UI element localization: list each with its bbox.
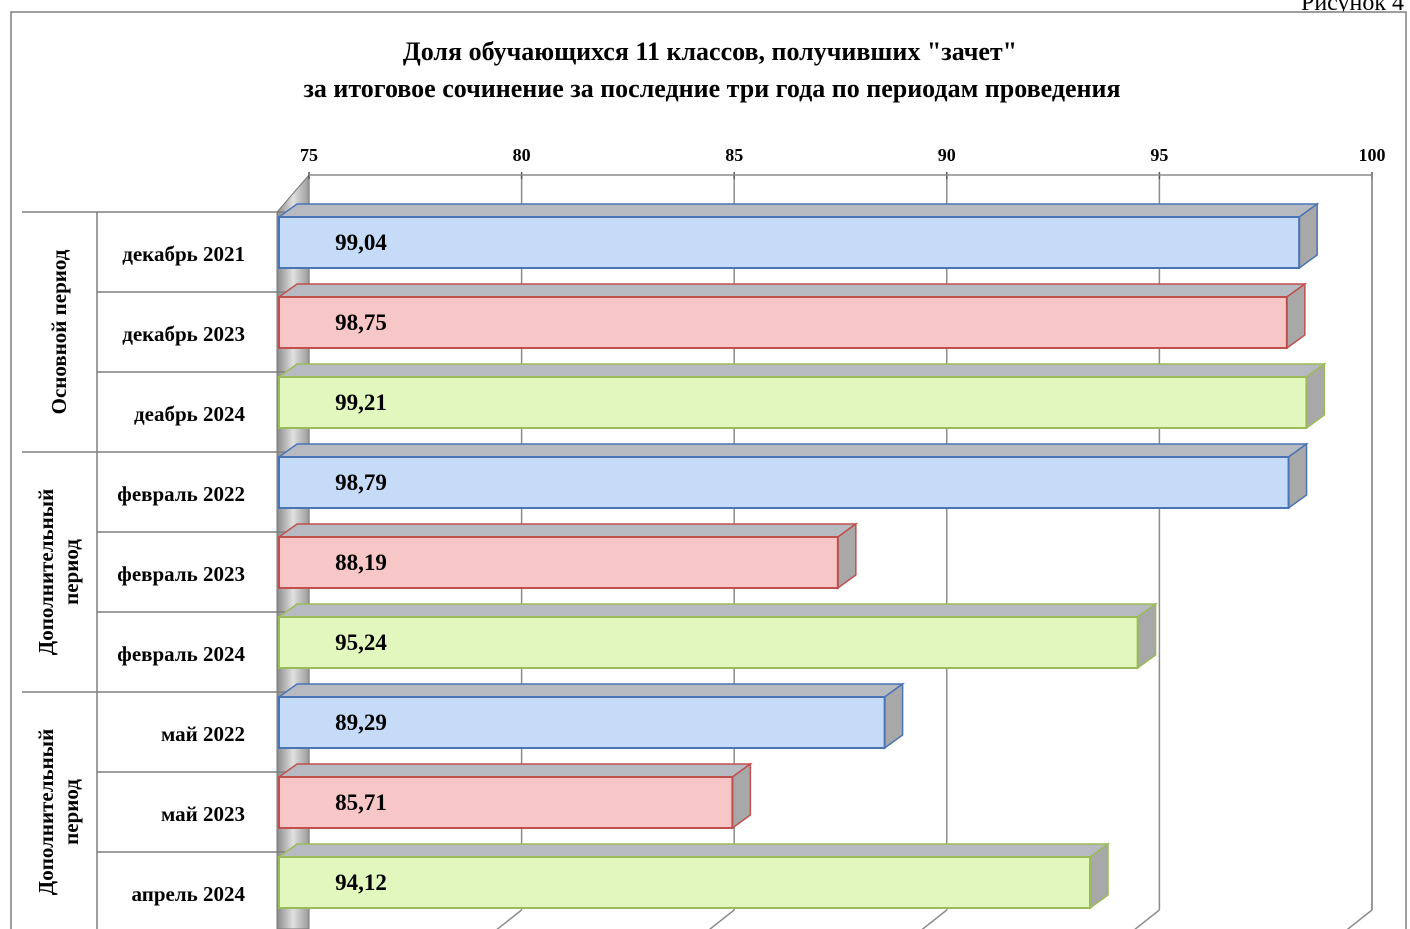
category-label: декабрь 2021 bbox=[122, 242, 245, 266]
group-label-line: Дополнительный bbox=[34, 489, 58, 655]
bar-front-face bbox=[278, 376, 1308, 429]
bar: 94,12 bbox=[276, 842, 1111, 910]
bar-top-face bbox=[276, 203, 1320, 218]
bar-front-face bbox=[278, 296, 1288, 349]
bar-top-face bbox=[276, 523, 859, 538]
category-label: февраль 2022 bbox=[117, 482, 245, 506]
chart-subtitle: за итоговое сочинение за последние три г… bbox=[303, 74, 1120, 103]
gridline-depth bbox=[921, 909, 948, 929]
gridline-depth bbox=[1134, 909, 1160, 929]
bar: 98,79 bbox=[276, 442, 1309, 510]
gridline-depth bbox=[496, 909, 523, 929]
bar: 89,29 bbox=[276, 682, 905, 750]
bar: 88,19 bbox=[276, 522, 859, 590]
category-label: май 2023 bbox=[161, 802, 245, 826]
x-tick-label: 95 bbox=[1150, 145, 1168, 165]
x-tick-label: 90 bbox=[938, 145, 956, 165]
bar: 99,04 bbox=[276, 202, 1320, 270]
bar-top-face bbox=[276, 843, 1111, 858]
gridline-depth bbox=[1346, 909, 1373, 929]
bar-top-face bbox=[276, 683, 905, 698]
group-label-line: Основной период bbox=[47, 249, 71, 414]
bar-front-face bbox=[278, 616, 1139, 669]
group-label-line: период bbox=[59, 779, 83, 845]
bar-top-face bbox=[276, 603, 1158, 618]
bar-front-face bbox=[278, 696, 886, 749]
bar-top-face bbox=[276, 443, 1309, 458]
bar-front-face bbox=[278, 456, 1290, 509]
group-label: Основной период bbox=[47, 249, 71, 414]
category-label: февраль 2023 bbox=[117, 562, 245, 586]
chart-title: Доля обучающихся 11 классов, получивших … bbox=[403, 37, 1017, 66]
bar: 95,24 bbox=[276, 602, 1158, 670]
data-label: 99,21 bbox=[335, 390, 387, 415]
x-tick-label: 80 bbox=[513, 145, 531, 165]
data-label: 94,12 bbox=[335, 870, 387, 895]
group-label-line: период bbox=[59, 539, 83, 605]
data-label: 88,19 bbox=[335, 550, 387, 575]
data-label: 99,04 bbox=[335, 230, 387, 255]
category-label: декабрь 2023 bbox=[122, 322, 245, 346]
bar: 98,75 bbox=[276, 282, 1308, 350]
gridline-depth bbox=[708, 909, 735, 929]
group-label: Дополнительныйпериод bbox=[34, 729, 83, 895]
bar-front-face bbox=[278, 216, 1301, 269]
x-tick-label: 85 bbox=[725, 145, 743, 165]
bar: 99,21 bbox=[276, 362, 1327, 430]
data-label: 95,24 bbox=[335, 630, 387, 655]
data-label: 89,29 bbox=[335, 710, 387, 735]
bar-top-face bbox=[276, 363, 1327, 378]
data-label: 85,71 bbox=[335, 790, 387, 815]
bar-front-face bbox=[278, 856, 1091, 909]
category-label: май 2022 bbox=[161, 722, 245, 746]
plot-area: 75 80 85 90 95 100 99,04 декабрь 2021 98,75 декаб… bbox=[22, 145, 1386, 929]
bar-front-face bbox=[278, 776, 734, 829]
x-tick-label: 100 bbox=[1359, 145, 1386, 165]
bar-top-face bbox=[276, 283, 1308, 298]
category-label: деабрь 2024 bbox=[134, 402, 245, 426]
group-label-line: Дополнительный bbox=[34, 729, 58, 895]
category-label: апрель 2024 bbox=[132, 882, 246, 906]
data-label: 98,75 bbox=[335, 310, 387, 335]
bar: 85,71 bbox=[276, 762, 753, 830]
bar-front-face bbox=[278, 536, 839, 589]
data-label: 98,79 bbox=[335, 470, 387, 495]
bar-top-face bbox=[276, 763, 753, 778]
group-label: Дополнительныйпериод bbox=[34, 489, 83, 655]
category-label: февраль 2024 bbox=[117, 642, 245, 666]
x-tick-label: 75 bbox=[300, 145, 318, 165]
